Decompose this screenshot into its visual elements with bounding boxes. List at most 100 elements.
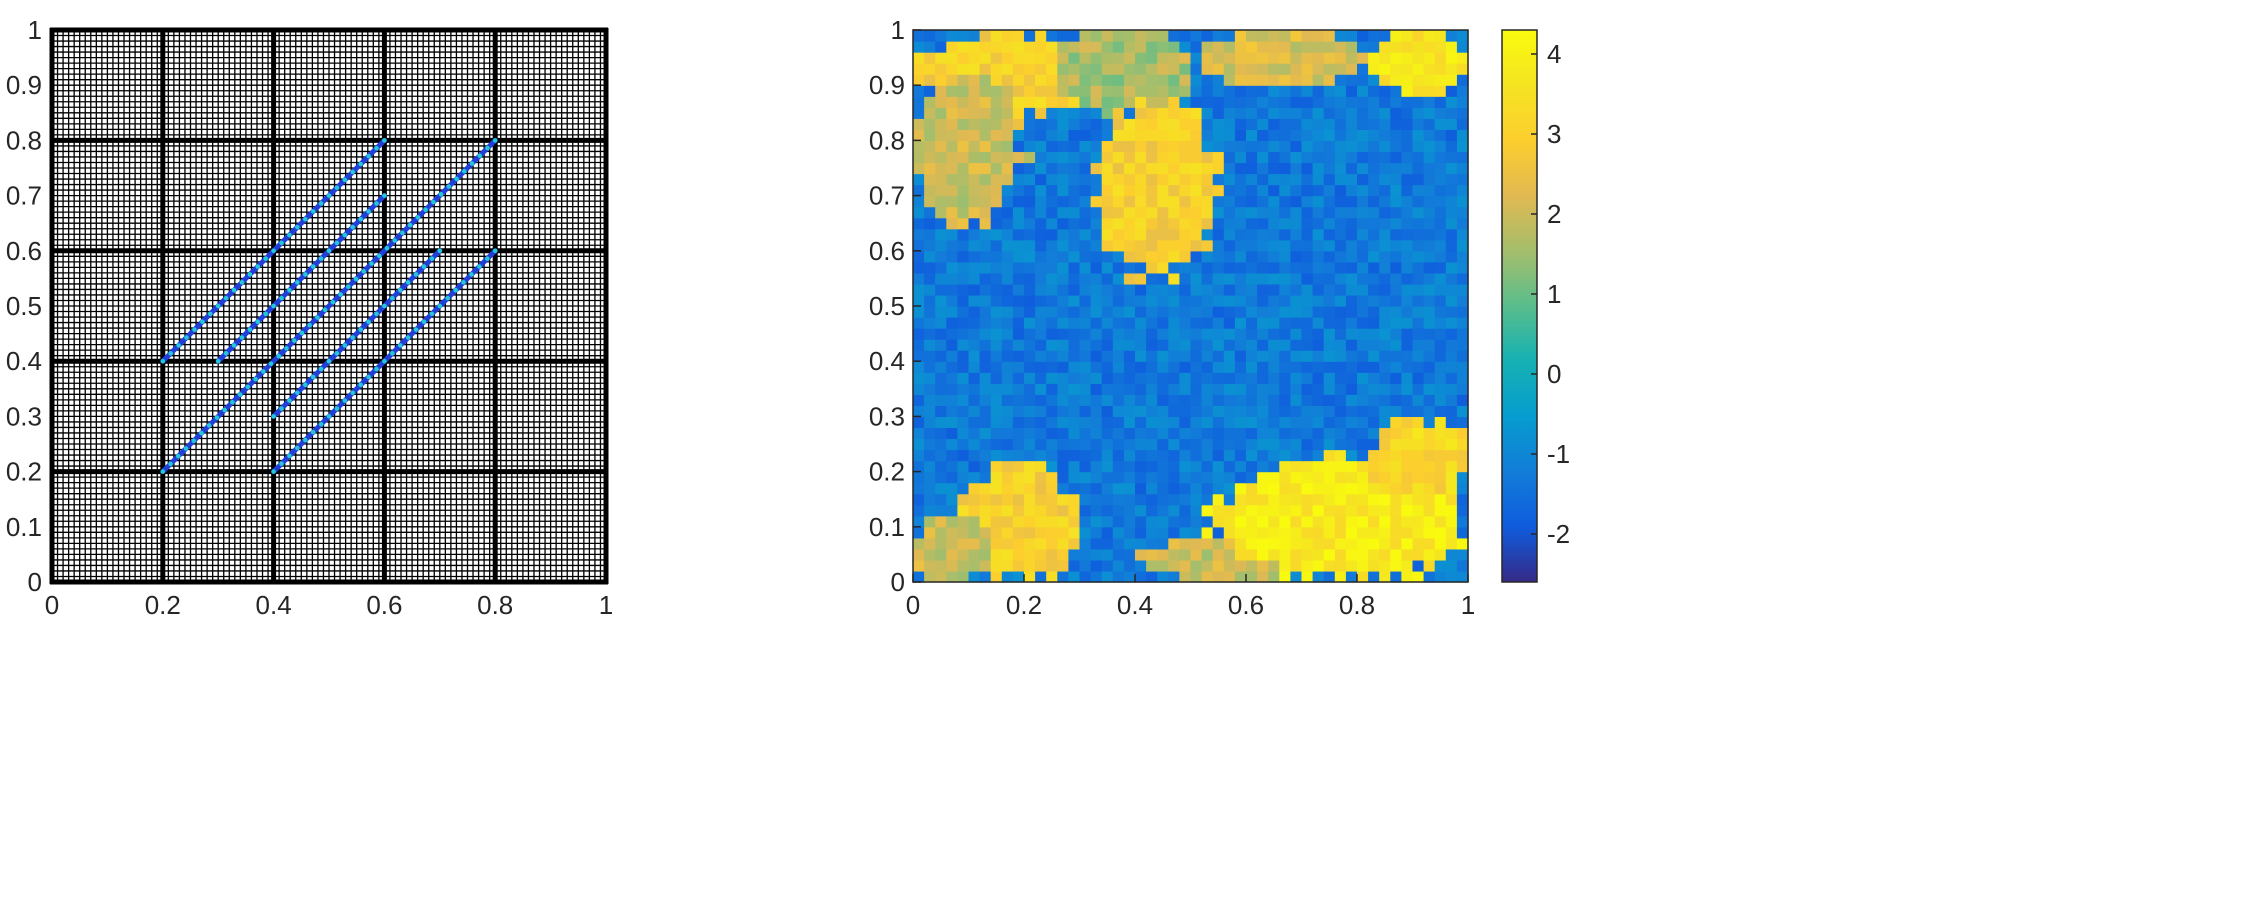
heatmap-cell	[1223, 361, 1236, 373]
heatmap-cell	[1057, 107, 1069, 119]
heatmap-cell	[1223, 184, 1236, 197]
heatmap-cell	[1112, 405, 1125, 417]
heatmap-cell	[968, 283, 981, 296]
heatmap-cell	[1334, 261, 1347, 274]
heatmap-cell	[1234, 427, 1247, 440]
heatmap-cell	[1257, 250, 1269, 263]
heatmap-cell	[1101, 294, 1114, 307]
heatmap-cell	[935, 526, 947, 539]
heatmap-cell	[1434, 63, 1447, 75]
heatmap-cell	[1112, 228, 1125, 241]
heatmap-cell	[1212, 261, 1225, 274]
heatmap-cell	[968, 383, 981, 395]
heatmap-cell	[1123, 294, 1136, 307]
heatmap-cell	[1068, 383, 1081, 395]
heatmap-cell	[1101, 85, 1114, 97]
heatmap-cell	[1357, 85, 1369, 97]
heatmap-cell	[1212, 416, 1225, 429]
heatmap-cell	[1190, 41, 1203, 53]
heatmap-cell	[1434, 239, 1447, 252]
heatmap-cell	[1234, 41, 1247, 53]
heatmap-cell	[1445, 217, 1458, 230]
segment-point	[223, 295, 229, 301]
heatmap-cell	[1079, 52, 1092, 64]
heatmap-cell	[1123, 217, 1136, 230]
heatmap-cell	[1423, 272, 1436, 285]
heatmap-cell	[1401, 449, 1414, 462]
heatmap-cell	[935, 140, 947, 153]
heatmap-cell	[946, 328, 958, 340]
heatmap-cell	[1412, 570, 1425, 583]
heatmap-cell	[935, 449, 947, 462]
heatmap-cell	[946, 151, 958, 164]
segment-point	[454, 176, 459, 182]
heatmap-cell	[1101, 250, 1114, 263]
heatmap-cell	[1112, 394, 1125, 406]
heatmap-cell	[1290, 515, 1303, 528]
heatmap-cell	[1190, 416, 1203, 429]
heatmap-cell	[1190, 394, 1203, 406]
heatmap-cell	[1090, 173, 1103, 186]
heatmap-cell	[1312, 339, 1325, 351]
heatmap-cell	[968, 482, 981, 495]
heatmap-cell	[1445, 427, 1458, 440]
segment-point	[302, 437, 308, 443]
heatmap-cell	[1190, 140, 1203, 153]
heatmap-cell	[1334, 526, 1347, 539]
heatmap-cell	[1379, 96, 1391, 108]
heatmap-cell	[1024, 184, 1036, 197]
heatmap-cell	[935, 52, 947, 64]
heatmap-cell	[1035, 52, 1047, 64]
heatmap-cell	[1046, 383, 1058, 395]
heatmap-cell	[1190, 107, 1203, 119]
heatmap-cell	[1357, 129, 1369, 141]
heatmap-cell	[1179, 493, 1192, 506]
heatmap-cell	[1334, 460, 1347, 473]
x-tick-labels: 0 0.2 0.4 0.6 0.8 1	[906, 574, 1475, 620]
heatmap-cell	[946, 217, 958, 230]
heatmap-cell	[1201, 372, 1214, 384]
heatmap-cell	[1379, 217, 1391, 230]
heatmap-cell	[1390, 372, 1402, 384]
heatmap-cell	[968, 294, 981, 307]
heatmap-cell	[1112, 85, 1125, 97]
segment-point	[176, 343, 181, 348]
heatmap-cell	[1357, 52, 1369, 64]
heatmap-cell	[1057, 173, 1069, 186]
segment-point	[207, 311, 213, 317]
heatmap-cell	[1290, 140, 1303, 153]
heatmap-cell	[1334, 184, 1347, 197]
heatmap-cell	[1345, 41, 1358, 53]
heatmap-cell	[1456, 570, 1469, 583]
heatmap-cell	[968, 460, 981, 473]
heatmap-cell	[979, 140, 992, 153]
heatmap-cell	[1024, 537, 1036, 550]
heatmap-cell	[1012, 427, 1025, 440]
heatmap-cell	[1201, 107, 1214, 119]
heatmap-cell	[1001, 317, 1014, 329]
heatmap-cell	[1157, 283, 1169, 296]
heatmap-cell	[946, 74, 958, 86]
heatmap-cell	[1290, 74, 1303, 86]
heatmap-cell	[1068, 250, 1081, 263]
heatmap-cell	[1357, 184, 1369, 197]
heatmap-cell	[1234, 537, 1247, 550]
heatmap-cell	[935, 372, 947, 384]
heatmap-cell	[1390, 504, 1402, 517]
heatmap-cell	[1268, 361, 1280, 373]
segment-point	[374, 145, 379, 151]
heatmap-cell	[1057, 317, 1069, 329]
heatmap-cell	[1290, 372, 1303, 384]
heatmap-cell	[1434, 283, 1447, 296]
heatmap-cell	[1301, 460, 1314, 473]
heatmap-cell	[1456, 471, 1469, 484]
heatmap-cell	[1434, 438, 1447, 451]
heatmap-cell	[990, 493, 1003, 506]
segment-point	[310, 264, 316, 269]
heatmap-cell	[1001, 250, 1014, 263]
heatmap-cell	[1090, 471, 1103, 484]
heatmap-cell	[1101, 272, 1114, 285]
heatmap-cell	[1234, 96, 1247, 108]
heatmap-cell	[1323, 250, 1336, 263]
heatmap-cell	[1257, 195, 1269, 208]
